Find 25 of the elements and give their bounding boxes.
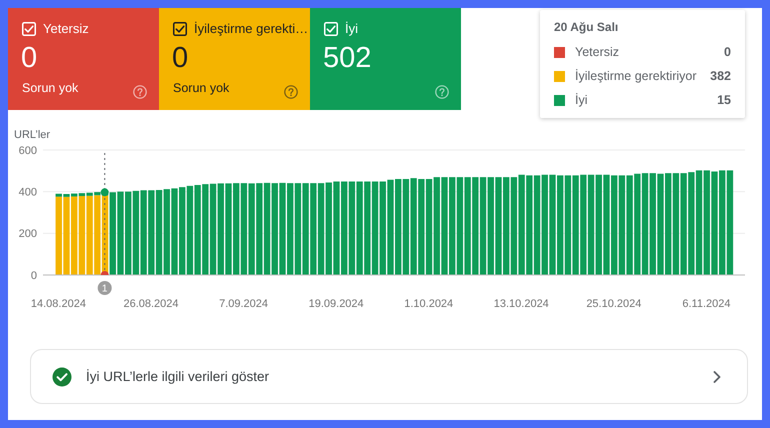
text: 15 (717, 93, 731, 107)
y-axis-title: URL’ler (14, 129, 50, 141)
x-tick-label: 7.09.2024 (219, 298, 268, 310)
x-tick-label: 19.09.2024 (308, 298, 364, 310)
card: İyileştirme gerekti… 0 Sorun yok (159, 8, 310, 110)
legend-label: İyileştirme gerektiriyor (575, 69, 697, 83)
y-tick-label: 0 (30, 270, 37, 282)
y-tick-label: 600 (18, 144, 37, 157)
text: 20 Ağu Salı (554, 20, 618, 34)
text: 382 (710, 69, 731, 83)
x-tick-label: 26.08.2024 (123, 298, 179, 310)
annotation: 1 (102, 284, 108, 294)
x-tick-label: 25.10.2024 (586, 298, 642, 310)
x-tick-label: 14.08.2024 (30, 298, 86, 310)
legend-label: İyi (575, 93, 588, 107)
button: İyi URL’lerle ilgili verileri göster (30, 349, 748, 404)
card: İyi 502 (310, 8, 461, 110)
legend-label: Yetersiz (575, 45, 620, 59)
text: 0 (724, 45, 731, 59)
x-tick-label: 1.10.2024 (404, 298, 454, 310)
x-tick-label: 6.11.2024 (682, 298, 730, 310)
card: Yetersiz 0 Sorun yok (8, 8, 159, 110)
y-tick-label: 200 (18, 228, 37, 240)
x-tick-label: 13.10.2024 (494, 298, 549, 310)
y-tick-label: 400 (18, 186, 37, 199)
